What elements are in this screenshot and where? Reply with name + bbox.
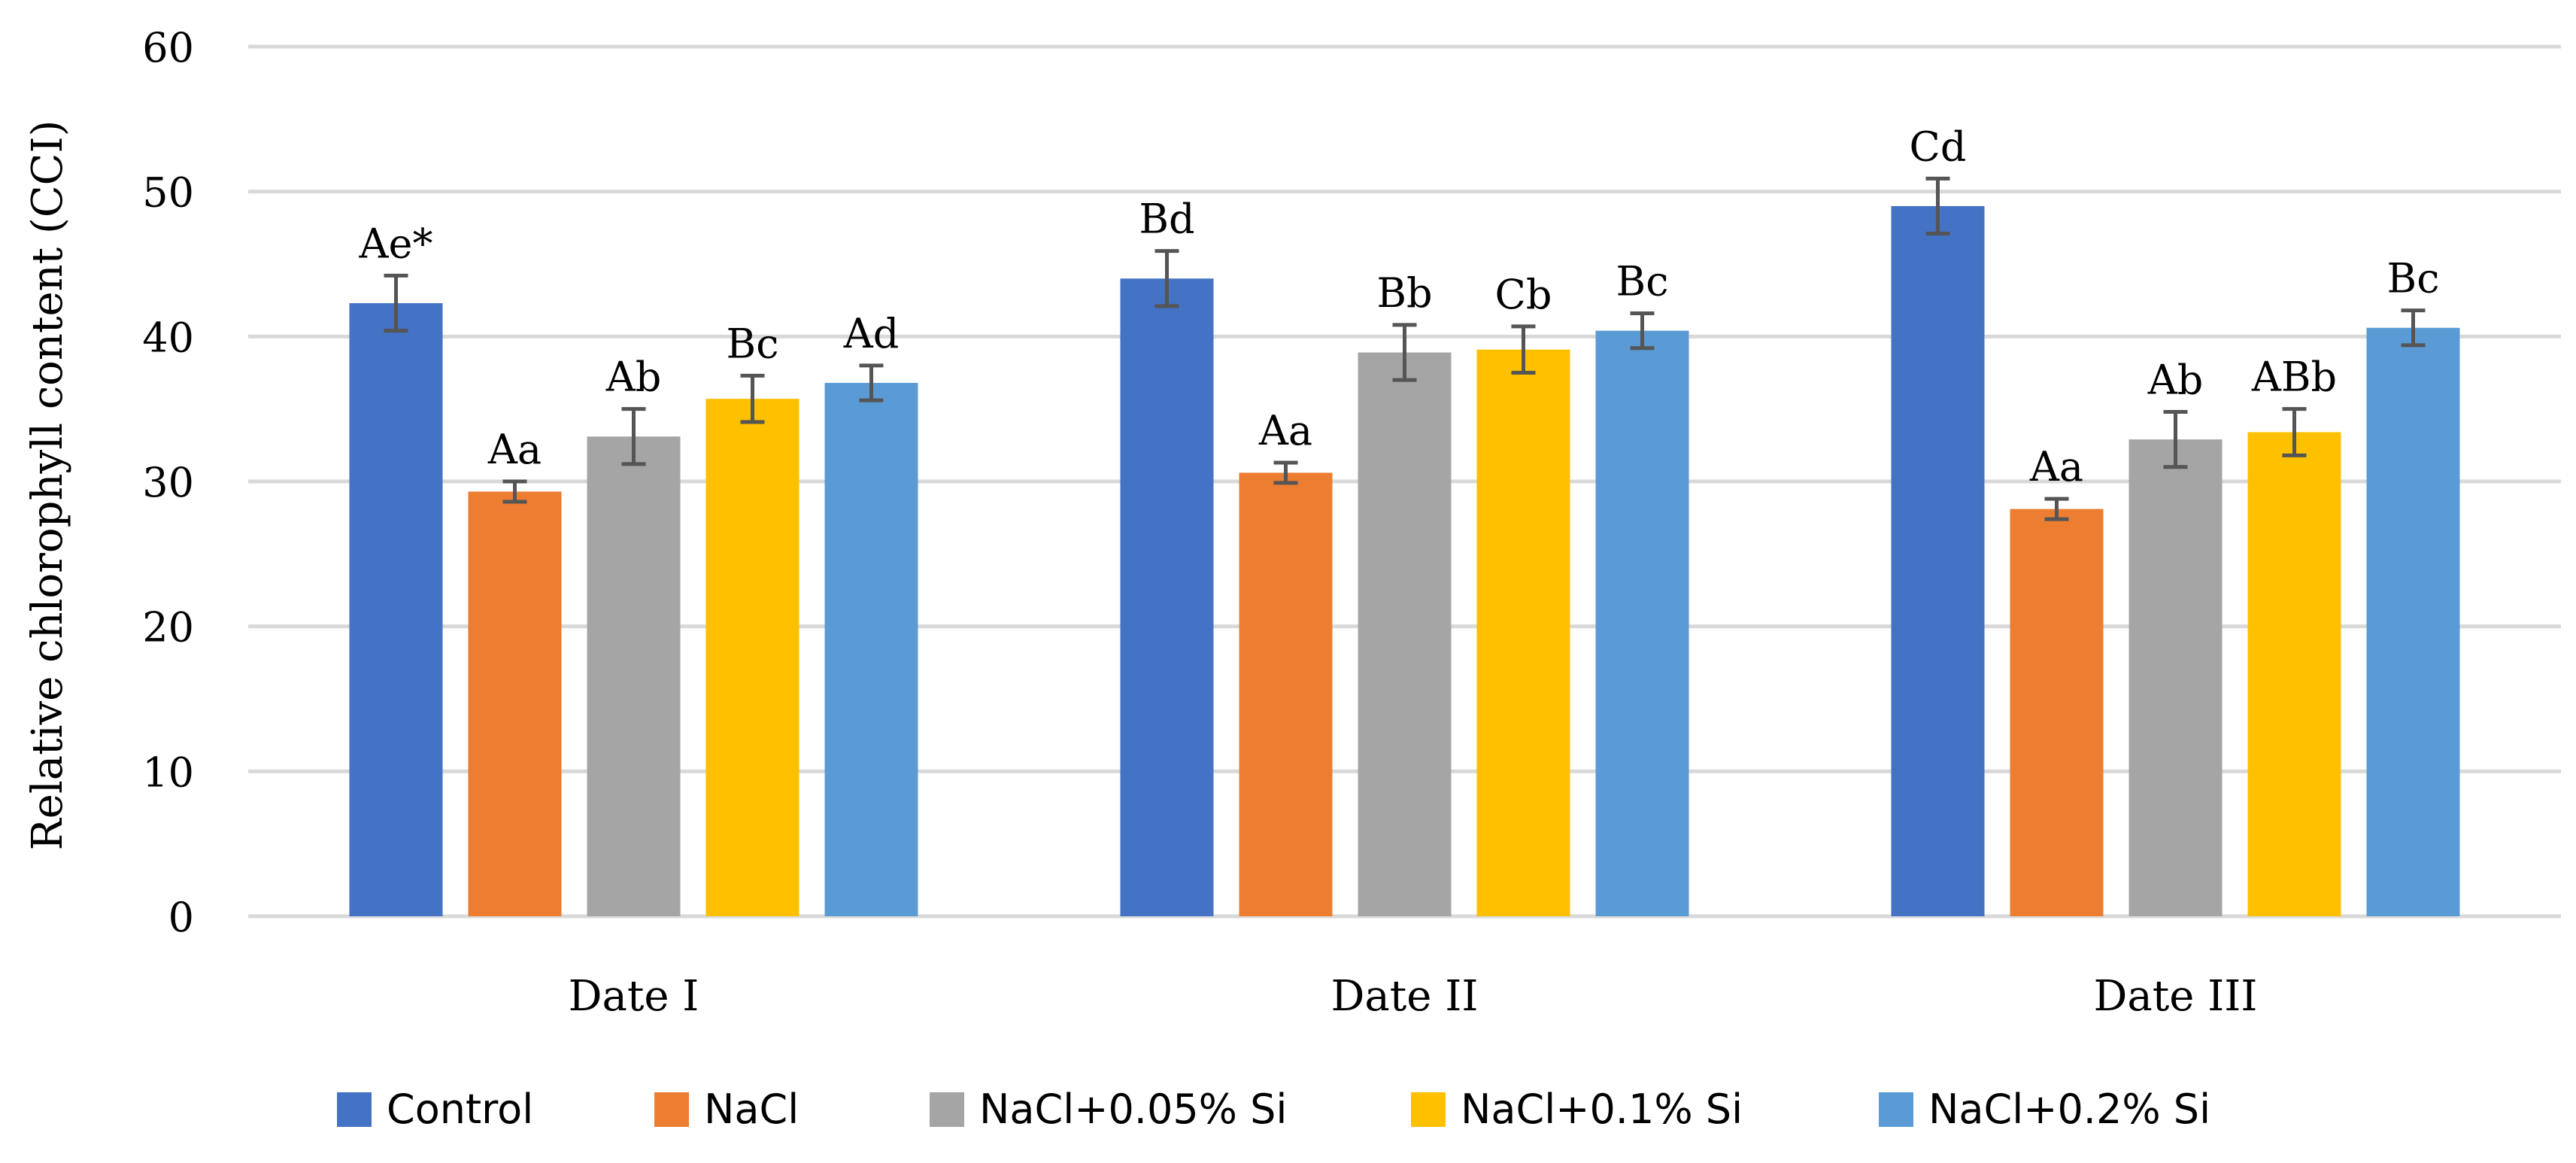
x-tick-label: Date III [2093, 972, 2257, 1021]
data-label: Bc [1616, 258, 1669, 305]
y-tick-label: 40 [142, 314, 194, 361]
y-axis-ticks: 0 10 20 30 40 50 60 [142, 24, 194, 941]
error-bar [1273, 460, 1298, 485]
bar [1891, 205, 1985, 916]
legend-label: NaCl [704, 1086, 799, 1133]
legend: Control NaCl NaCl+0.05% Si NaCl+0.1% Si NaCl… [337, 1086, 2210, 1133]
data-label: Ae* [359, 220, 433, 267]
bar [349, 303, 443, 916]
data-labels: Ae* Aa Ab Bc Ad Bd Aa Bb Cb Bc Cd Aa Ab ABb Bc [359, 123, 2440, 490]
legend-swatch [1879, 1092, 1913, 1127]
x-axis-ticks: Date I Date II Date III [569, 972, 2258, 1021]
legend-swatch [337, 1092, 372, 1127]
data-label: Ab [2147, 357, 2204, 404]
legend-label: NaCl+0.2% Si [1928, 1086, 2210, 1133]
error-bars [384, 176, 2426, 521]
error-bar [2401, 308, 2426, 348]
data-label: Aa [2029, 443, 2083, 490]
legend-label: NaCl+0.05% Si [979, 1086, 1287, 1133]
y-tick-label: 50 [142, 169, 194, 217]
bars [349, 205, 2460, 917]
bar [1239, 472, 1333, 916]
y-tick-label: 10 [142, 749, 194, 796]
bar [2010, 509, 2104, 916]
data-label: Bc [727, 320, 779, 367]
error-bar [1630, 311, 1655, 351]
data-label: Ad [843, 310, 900, 357]
legend-label: Control [387, 1086, 533, 1133]
error-bar [2163, 410, 2188, 469]
y-axis-label: Relative chlorophyll content (CCI) [23, 120, 72, 851]
data-label: Cd [1910, 123, 1967, 170]
legend-item: NaCl+0.05% Si [930, 1086, 1287, 1133]
legend-item: NaCl+0.2% Si [1879, 1086, 2210, 1133]
error-bar [859, 363, 884, 402]
bar [2366, 327, 2460, 917]
data-label: Bb [1376, 269, 1432, 317]
bar [1358, 352, 1452, 916]
legend-item: NaCl [654, 1086, 799, 1133]
bar [468, 491, 562, 916]
y-tick-label: 0 [168, 894, 194, 941]
bar [705, 399, 800, 916]
data-label: Ab [605, 354, 662, 401]
data-label: Bc [2387, 255, 2440, 302]
x-tick-label: Date I [569, 972, 699, 1021]
y-tick-label: 20 [142, 604, 194, 651]
bar [2128, 439, 2223, 916]
legend-label: NaCl+0.1% Si [1461, 1086, 1743, 1133]
error-bar [502, 479, 527, 504]
bar [2247, 432, 2341, 916]
y-tick-label: 30 [142, 459, 194, 506]
error-bar [2044, 496, 2069, 521]
bar [1120, 278, 1214, 916]
bar [1476, 349, 1570, 916]
bar [587, 436, 681, 916]
bar [824, 382, 918, 916]
data-label: Cb [1495, 271, 1552, 318]
legend-swatch [654, 1092, 689, 1127]
x-tick-label: Date II [1331, 972, 1479, 1021]
data-label: ABb [2251, 354, 2337, 401]
error-bar [1392, 323, 1417, 382]
data-label: Bd [1139, 196, 1194, 243]
error-bar [740, 373, 765, 424]
error-bar [1925, 176, 1950, 236]
legend-swatch [930, 1092, 964, 1127]
legend-item: Control [337, 1086, 533, 1133]
error-bar [1511, 324, 1536, 375]
error-bar [2282, 407, 2307, 457]
bar [1595, 330, 1689, 916]
error-bar [621, 407, 646, 466]
y-tick-label: 60 [142, 24, 194, 71]
data-label: Aa [487, 426, 542, 473]
legend-swatch [1411, 1092, 1446, 1127]
error-bar [384, 273, 408, 333]
legend-item: NaCl+0.1% Si [1411, 1086, 1743, 1133]
data-label: Aa [1258, 407, 1312, 454]
error-bar [1154, 249, 1179, 308]
